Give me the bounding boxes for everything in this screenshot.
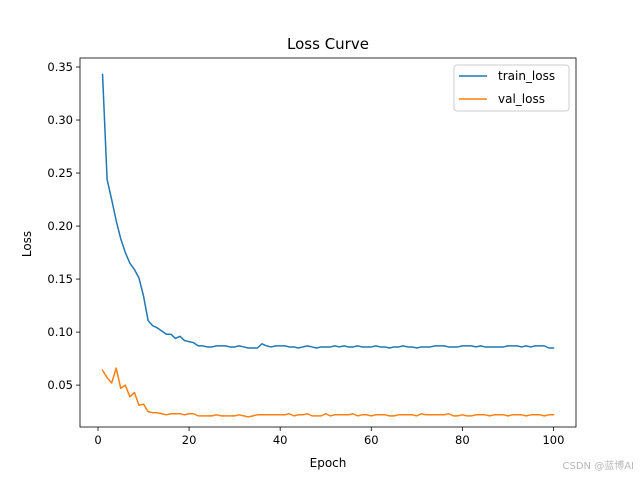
y-tick-label: 0.35 [47, 60, 73, 74]
legend-label-val-loss: val_loss [498, 92, 545, 106]
series-line-train-loss [101, 73, 555, 349]
y-tick-label: 0.25 [47, 166, 73, 180]
x-tick-label: 40 [273, 433, 288, 447]
axes-area: 0 20 40 60 80 100 0.05 0.10 0.15 0.20 0.25 0.30 0.35… [47, 57, 577, 447]
x-tick-label: 20 [182, 433, 197, 447]
y-tick-label: 0.15 [47, 272, 73, 286]
y-tick-label: 0.10 [47, 325, 73, 339]
y-tick-label: 0.05 [47, 378, 73, 392]
chart-title: Loss Curve [287, 35, 369, 53]
x-tick-label: 100 [542, 433, 564, 447]
x-tick-label: 80 [455, 433, 470, 447]
watermark: CSDN @蓝博AI [562, 461, 634, 472]
y-axis-label: Loss [20, 231, 34, 257]
series-line-val-loss [101, 367, 555, 418]
y-tick-label: 0.30 [47, 113, 73, 127]
x-tick-label: 60 [364, 433, 379, 447]
x-tick-label: 0 [94, 433, 101, 447]
x-axis-label: Epoch [310, 456, 347, 470]
legend-label-train-loss: train_loss [498, 69, 555, 83]
plot-frame [79, 57, 577, 428]
y-tick-label: 0.20 [47, 219, 73, 233]
